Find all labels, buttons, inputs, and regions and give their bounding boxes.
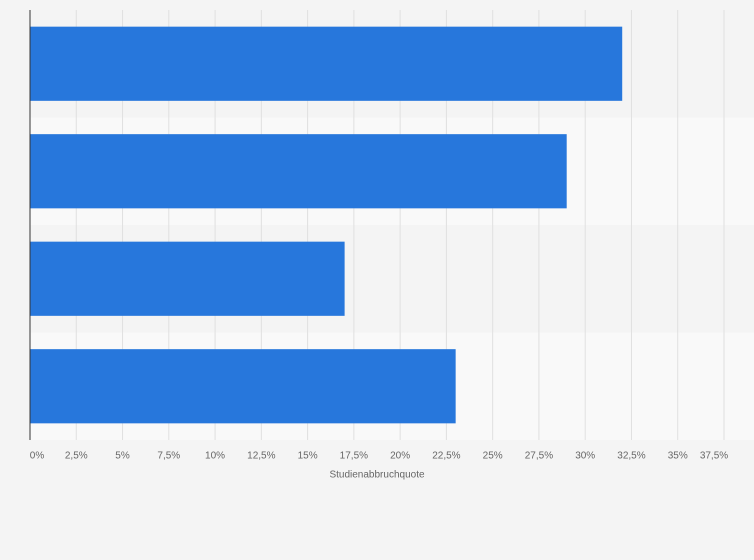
x-tick-label: 30% bbox=[575, 451, 595, 462]
bar bbox=[30, 241, 345, 316]
x-tick-label: 17,5% bbox=[340, 451, 368, 462]
x-tick-label: 37,5% bbox=[700, 451, 728, 462]
x-tick-label: 32,5% bbox=[617, 451, 645, 462]
x-tick-label: 35% bbox=[668, 451, 688, 462]
x-tick-label: 0% bbox=[30, 451, 45, 462]
x-tick-label: 27,5% bbox=[525, 451, 553, 462]
x-tick-label: 5% bbox=[115, 451, 130, 462]
x-tick-label: 15% bbox=[298, 451, 318, 462]
x-tick-label: 7,5% bbox=[157, 451, 180, 462]
bar bbox=[30, 26, 623, 101]
x-axis-label: Studienabbruchquote bbox=[329, 470, 425, 481]
x-tick-label: 10% bbox=[205, 451, 225, 462]
x-tick-label: 22,5% bbox=[432, 451, 460, 462]
bar bbox=[30, 134, 567, 209]
x-tick-label: 25% bbox=[483, 451, 503, 462]
x-tick-label: 2,5% bbox=[65, 451, 88, 462]
x-tick-label: 20% bbox=[390, 451, 410, 462]
bar bbox=[30, 349, 456, 424]
x-tick-label: 12,5% bbox=[247, 451, 275, 462]
